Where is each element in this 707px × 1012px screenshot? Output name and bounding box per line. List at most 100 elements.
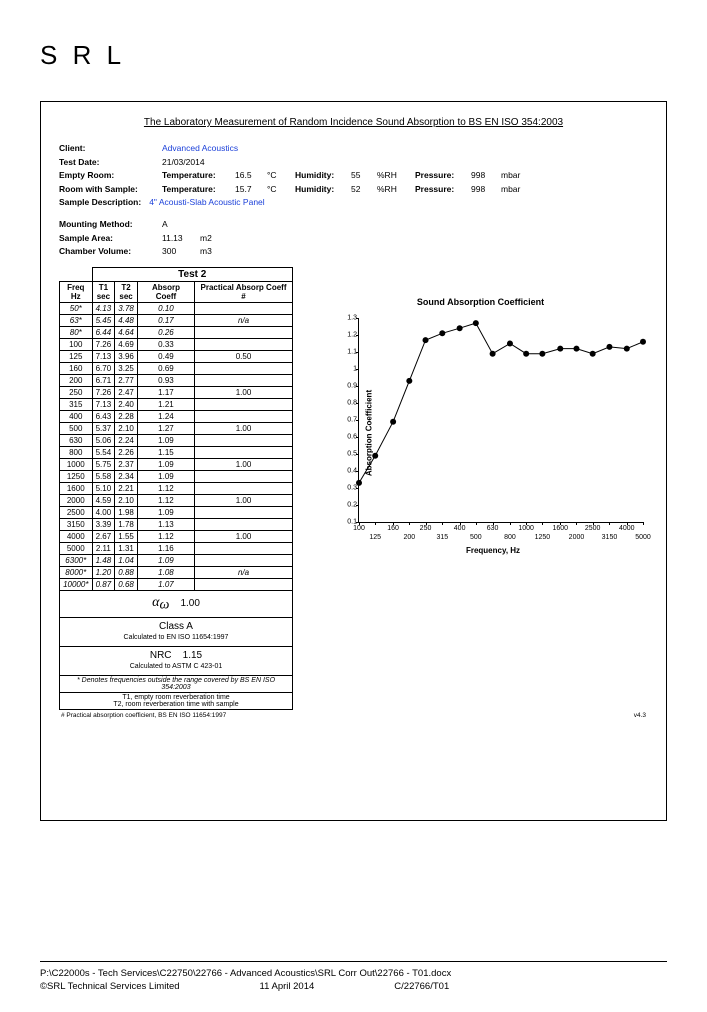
desc-label: Sample Description: bbox=[59, 196, 141, 210]
hum-label2: Humidity: bbox=[295, 183, 343, 197]
data-table: Test 2 FreqHz T1sec T2sec Absorp Coeff P… bbox=[59, 267, 293, 711]
y-tick: 1 bbox=[339, 365, 357, 372]
x-tick: 250 bbox=[420, 525, 432, 532]
press-unit2: mbar bbox=[501, 183, 520, 197]
page-footer: P:\C22000s - Tech Services\C22750\22766 … bbox=[40, 961, 667, 992]
y-tick: 0.8 bbox=[339, 399, 357, 406]
table-row: 20004.592.101.121.00 bbox=[60, 494, 293, 506]
desc-value: 4" Acousti-Slab Acoustic Panel bbox=[149, 196, 264, 210]
temp-label2: Temperature: bbox=[162, 183, 227, 197]
y-tick: 0.9 bbox=[339, 382, 357, 389]
table-row: 12505.582.341.09 bbox=[60, 470, 293, 482]
footer-date: 11 April 2014 bbox=[260, 981, 315, 992]
footer-ref: C/22766/T01 bbox=[394, 981, 449, 992]
y-tick: 0.6 bbox=[339, 433, 357, 440]
temp-unit: °C bbox=[267, 169, 287, 183]
meta-block: Client: Advanced Acoustics Test Date: 21… bbox=[59, 142, 648, 259]
table-row: 16005.102.211.12 bbox=[60, 482, 293, 494]
x-tick: 1600 bbox=[552, 525, 568, 532]
table-row: 1257.133.960.490.50 bbox=[60, 350, 293, 362]
footer-path: P:\C22000s - Tech Services\C22750\22766 … bbox=[40, 968, 451, 979]
area-label: Sample Area: bbox=[59, 232, 154, 246]
mount-value: A bbox=[162, 218, 168, 232]
sampleroom-label: Room with Sample: bbox=[59, 183, 154, 197]
x-tick: 500 bbox=[470, 534, 482, 541]
testdate-label: Test Date: bbox=[59, 156, 154, 170]
report-title: The Laboratory Measurement of Random Inc… bbox=[59, 117, 648, 128]
x-tick: 5000 bbox=[635, 534, 651, 541]
nrc-value: 1.15 bbox=[183, 650, 202, 661]
nrc-label: NRC bbox=[150, 650, 172, 661]
alpha-value: 1.00 bbox=[180, 598, 199, 609]
table-row: 8000*1.200.881.08n/a bbox=[60, 566, 293, 578]
class-value: Class A bbox=[63, 621, 289, 632]
table-row: 50*4.133.780.10 bbox=[60, 302, 293, 314]
table-row: 6305.062.241.09 bbox=[60, 434, 293, 446]
table-row: 5005.372.101.271.00 bbox=[60, 422, 293, 434]
version: v4.3 bbox=[634, 712, 646, 719]
y-tick: 0.2 bbox=[339, 501, 357, 508]
empty-press: 998 bbox=[471, 169, 493, 183]
x-tick: 800 bbox=[504, 534, 516, 541]
hum-unit: %RH bbox=[377, 169, 407, 183]
x-tick: 3150 bbox=[602, 534, 618, 541]
vol-label: Chamber Volume: bbox=[59, 245, 154, 259]
x-tick: 630 bbox=[487, 525, 499, 532]
table-row: 10000*0.870.681.07 bbox=[60, 578, 293, 590]
table-row: 25004.001.981.09 bbox=[60, 506, 293, 518]
table-wrap: Test 2 FreqHz T1sec T2sec Absorp Coeff P… bbox=[59, 267, 293, 711]
chart-wrap: Sound Absorption Coefficient Absorption … bbox=[313, 267, 648, 553]
testdate-value: 21/03/2014 bbox=[162, 156, 205, 170]
sample-hum: 52 bbox=[351, 183, 369, 197]
mount-label: Mounting Method: bbox=[59, 218, 154, 232]
client-label: Client: bbox=[59, 142, 154, 156]
press-unit: mbar bbox=[501, 169, 520, 183]
temp-label: Temperature: bbox=[162, 169, 227, 183]
nrc-note: Calculated to ASTM C 423-01 bbox=[63, 661, 289, 672]
table-row: 50002.111.311.16 bbox=[60, 542, 293, 554]
table-row: 1007.264.690.33 bbox=[60, 338, 293, 350]
y-tick: 0.5 bbox=[339, 450, 357, 457]
sample-press: 998 bbox=[471, 183, 493, 197]
x-tick: 160 bbox=[387, 525, 399, 532]
y-tick: 0.7 bbox=[339, 416, 357, 423]
press-label2: Pressure: bbox=[415, 183, 463, 197]
y-tick: 1.1 bbox=[339, 348, 357, 355]
area-unit: m2 bbox=[200, 232, 212, 246]
practical-note: # Practical absorption coefficient, BS E… bbox=[61, 712, 226, 719]
x-tick: 100 bbox=[353, 525, 365, 532]
table-row: 6300*1.481.041.09 bbox=[60, 554, 293, 566]
table-row: 4006.432.281.24 bbox=[60, 410, 293, 422]
x-tick: 315 bbox=[436, 534, 448, 541]
table-row: 40002.671.551.121.00 bbox=[60, 530, 293, 542]
table-row: 31503.391.781.13 bbox=[60, 518, 293, 530]
footer-copyright: ©SRL Technical Services Limited bbox=[40, 981, 180, 992]
chart: Absorption Coefficient 0.10.20.30.40.50.… bbox=[338, 313, 648, 553]
table-row: 2507.262.471.171.00 bbox=[60, 386, 293, 398]
x-tick: 400 bbox=[454, 525, 466, 532]
denote: * Denotes frequencies outside the range … bbox=[60, 676, 293, 693]
x-axis-label: Frequency, Hz bbox=[466, 546, 520, 555]
t1-note: T1, empty room reverberation time bbox=[63, 694, 289, 701]
x-tick: 125 bbox=[369, 534, 381, 541]
vol-value: 300 bbox=[162, 245, 192, 259]
empty-hum: 55 bbox=[351, 169, 369, 183]
emptyroom-label: Empty Room: bbox=[59, 169, 154, 183]
y-tick: 1.3 bbox=[339, 314, 357, 321]
x-tick: 1250 bbox=[535, 534, 551, 541]
page: S R L The Laboratory Measurement of Rand… bbox=[0, 0, 707, 1012]
temp-unit2: °C bbox=[267, 183, 287, 197]
empty-temp: 16.5 bbox=[235, 169, 259, 183]
y-tick: 1.2 bbox=[339, 331, 357, 338]
logo: S R L bbox=[40, 40, 667, 71]
x-tick: 2000 bbox=[569, 534, 585, 541]
y-tick: 0.4 bbox=[339, 467, 357, 474]
area-value: 11.13 bbox=[162, 232, 192, 246]
x-tick: 2500 bbox=[585, 525, 601, 532]
y-tick: 0.3 bbox=[339, 484, 357, 491]
hum-unit2: %RH bbox=[377, 183, 407, 197]
x-tick: 200 bbox=[403, 534, 415, 541]
table-row: 10005.752.371.091.00 bbox=[60, 458, 293, 470]
table-row: 80*6.444.640.26 bbox=[60, 326, 293, 338]
report-frame: The Laboratory Measurement of Random Inc… bbox=[40, 101, 667, 821]
